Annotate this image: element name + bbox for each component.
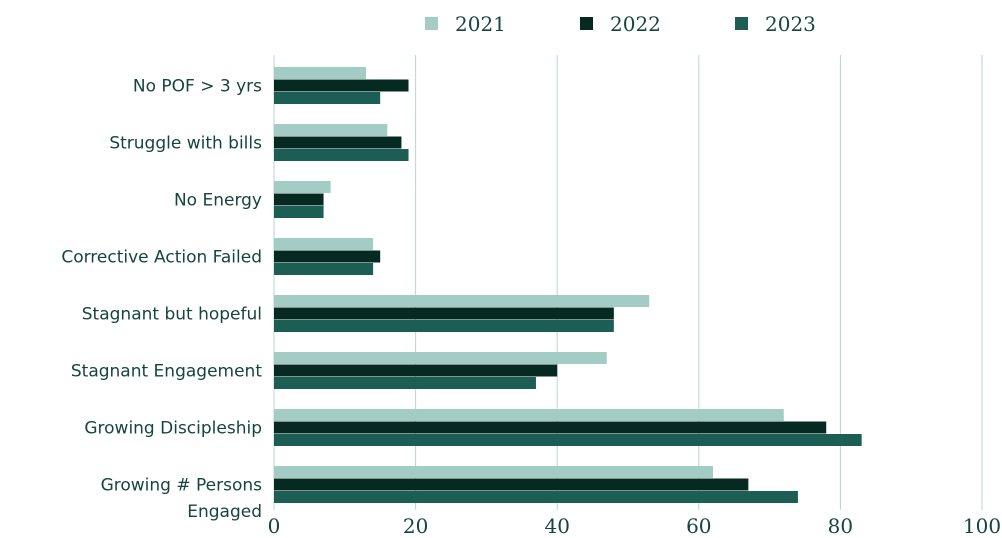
bar-2021	[274, 352, 607, 364]
bar-2022	[274, 136, 402, 149]
x-tick-label: 20	[403, 514, 428, 538]
x-tick-label: 80	[828, 514, 853, 538]
bar-2022	[274, 79, 409, 92]
x-tick-label: 100	[963, 514, 1001, 538]
bar-2023	[274, 263, 374, 275]
bar-2021	[274, 181, 331, 193]
bar-2022	[274, 478, 749, 491]
bar-2022	[274, 364, 558, 377]
category-label: Struggle with bills	[109, 134, 262, 154]
legend-label: 2023	[765, 12, 816, 36]
category-label: Growing # Persons Engaged	[101, 476, 263, 522]
bar-2021	[274, 238, 374, 250]
legend-swatch-2023	[735, 17, 748, 30]
x-tick-label: 40	[544, 514, 569, 538]
bar-2022	[274, 421, 827, 434]
legend-label: 2021	[455, 12, 506, 36]
bar-2023	[274, 149, 409, 161]
category-label: Stagnant Engagement	[71, 362, 262, 382]
bar-2021	[274, 124, 388, 136]
bar-2023	[274, 92, 381, 104]
category-label: No Energy	[174, 191, 262, 211]
bar-2023	[274, 434, 862, 446]
bar-2021	[274, 295, 650, 307]
category-label: No POF > 3 yrs	[133, 77, 262, 97]
bar-2021	[274, 67, 367, 79]
bar-2023	[274, 206, 324, 218]
category-label: Corrective Action Failed	[61, 248, 262, 268]
x-tick-label: 0	[268, 514, 281, 538]
category-label: Stagnant but hopeful	[82, 305, 262, 325]
category-label: Growing Discipleship	[84, 419, 262, 439]
bar-2022	[274, 307, 614, 320]
legend-label: 2022	[610, 12, 661, 36]
bar-2023	[274, 320, 614, 332]
bar-2023	[274, 491, 798, 503]
bar-2023	[274, 377, 536, 389]
legend-swatch-2022	[580, 17, 593, 30]
legend-swatch-2021	[425, 17, 438, 30]
bar-2021	[274, 409, 784, 421]
bar-2022	[274, 250, 381, 263]
x-tick-label: 60	[686, 514, 711, 538]
bar-2022	[274, 193, 324, 206]
bar-2021	[274, 466, 713, 478]
